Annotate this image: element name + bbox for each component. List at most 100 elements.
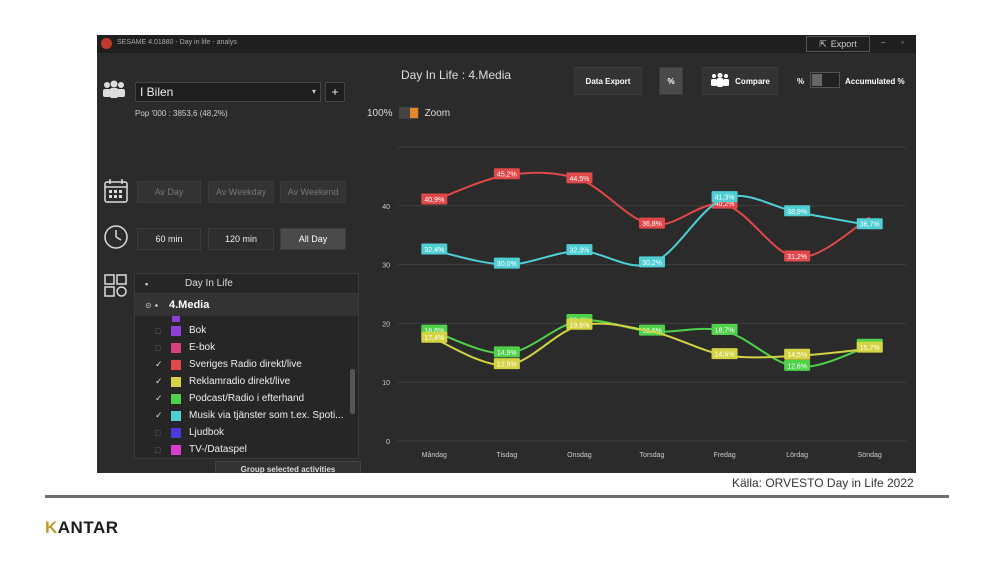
data-label-bg (493, 358, 520, 370)
maximize-button[interactable]: ▫ (901, 38, 904, 47)
60-min-button[interactable]: 60 min (137, 228, 201, 250)
data-label: 44,5% (569, 176, 589, 183)
tree-group-media[interactable]: ⊙ ▪ 4.Media (135, 294, 358, 316)
data-label: 30,0% (497, 261, 517, 268)
checkbox-icon[interactable]: □ (155, 342, 161, 353)
tree-item-label: E-bok (189, 342, 216, 353)
target-group-value: I Bilen (140, 85, 174, 99)
percent-button[interactable]: % (659, 67, 683, 95)
title-bar: SESAME 4.01880 - Day in life - analys ⇱ … (97, 35, 916, 53)
target-group-select[interactable]: I Bilen ▾ (135, 82, 321, 102)
minimize-button[interactable]: – (881, 38, 886, 47)
data-label-bg (421, 331, 448, 343)
checked-checkbox-icon[interactable]: ✓ (155, 410, 163, 420)
checkbox-icon[interactable]: ▪ (155, 300, 158, 310)
tree-scrollbar[interactable] (350, 369, 355, 414)
data-label-bg (784, 348, 811, 360)
data-label: 31,2% (787, 254, 807, 261)
color-swatch (171, 393, 181, 404)
data-label-bg (421, 193, 448, 205)
x-tick-label: Lördag (786, 452, 808, 459)
y-tick-label: 20 (382, 321, 390, 328)
population-text: Pop '000 : 3853,6 (48,2%) (135, 109, 228, 118)
activity-tree-icon (103, 273, 129, 304)
tree-group-label: 4.Media (169, 299, 210, 311)
data-label: 40,2% (715, 201, 735, 208)
toggle-knob (812, 74, 822, 86)
checkbox-icon[interactable]: ▪ (145, 278, 149, 289)
checked-checkbox-icon[interactable]: ✓ (155, 359, 163, 369)
tree-header-label: Day In Life (185, 278, 233, 289)
tree-item[interactable]: ✓ Podcast/Radio i efterhand (135, 390, 358, 407)
checkbox-icon[interactable]: □ (155, 325, 161, 336)
data-label-bg (421, 243, 448, 255)
y-tick-label: 10 (382, 380, 390, 387)
left-panel: I Bilen ▾ + Pop '000 : 3853,6 (48,2%) Av… (97, 53, 365, 473)
data-label: 14,5% (787, 352, 807, 359)
data-label-bg (856, 218, 883, 230)
x-tick-label: Tisdag (496, 452, 517, 459)
checkbox-icon[interactable]: □ (155, 427, 161, 438)
tree-item[interactable]: ✓ Reklamradio direkt/live (135, 373, 358, 390)
data-label: 12,6% (787, 363, 807, 370)
collapse-icon[interactable]: ⊙ (145, 300, 152, 310)
checked-checkbox-icon[interactable]: ✓ (155, 393, 163, 403)
data-label-bg (493, 346, 520, 358)
line-chart: 0 10 20 30 40 Måndag Tisdag Onsdag Torsdag Fredag… (382, 146, 906, 459)
120-min-button[interactable]: 120 min (208, 228, 274, 250)
y-tick-label: 0 (386, 439, 390, 446)
av-day-button[interactable]: Av Day (137, 181, 201, 203)
all-day-button[interactable]: All Day (280, 228, 346, 250)
color-swatch (171, 410, 181, 421)
data-label: 30,2% (642, 260, 662, 267)
data-label: 12,9% (497, 362, 517, 369)
tree-item-label: Bok (189, 325, 207, 336)
y-tick-label: 30 (382, 263, 390, 270)
checked-checkbox-icon[interactable]: ✓ (155, 376, 163, 386)
chart-title: Day In Life : 4.Media (401, 68, 512, 82)
tree-item[interactable]: □ Bok (135, 322, 358, 339)
data-label: 36,7% (860, 222, 880, 229)
data-label-bg (711, 191, 738, 203)
data-label-bg (856, 341, 883, 353)
accumulated-toggle[interactable] (810, 72, 840, 88)
data-label-bg (493, 168, 520, 180)
av-weekday-button[interactable]: Av Weekday (208, 181, 274, 203)
tree-item[interactable]: □ TV-/Dataspel (135, 441, 358, 458)
chart-area: 0 10 20 30 40 Måndag Tisdag Onsdag Torsdag Fredag… (368, 127, 916, 473)
export-label: Export (830, 39, 857, 49)
data-label-bg (639, 256, 665, 268)
data-label-bg (639, 217, 665, 229)
data-label: 32,3% (569, 248, 589, 255)
data-label: 41,3% (715, 195, 735, 202)
app-window: SESAME 4.01880 - Day in life - analys ⇱ … (97, 35, 916, 473)
zoom-row: 100% Zoom (367, 107, 450, 119)
tree-item[interactable]: □ Ljudbok (135, 424, 358, 441)
data-export-button[interactable]: Data Export (574, 67, 642, 95)
add-target-group-button[interactable]: + (325, 82, 345, 102)
data-label-bg (566, 172, 593, 184)
percent-label: % (797, 77, 805, 86)
group-activities-button[interactable]: Group selected activities (215, 461, 361, 473)
divider (45, 495, 949, 498)
av-weekend-button[interactable]: Av Weekend (280, 181, 346, 203)
tree-item-label: Musik via tjänster som t.ex. Spoti... (189, 410, 344, 421)
y-tick-label: 40 (382, 204, 390, 211)
data-label-bg (566, 318, 593, 330)
tree-item[interactable]: □ E-bok (135, 339, 358, 356)
tree-item[interactable]: ✓ Musik via tjänster som t.ex. Spoti... (135, 407, 358, 424)
color-swatch (171, 444, 181, 455)
checkbox-icon[interactable]: □ (155, 444, 161, 455)
window-title: SESAME 4.01880 - Day in life - analys (117, 39, 237, 46)
zoom-label: Zoom (424, 107, 451, 119)
data-label: 15,7% (860, 345, 880, 352)
data-label: 14,6% (715, 352, 735, 359)
compare-button[interactable]: Compare (702, 67, 778, 95)
color-swatch (171, 427, 181, 438)
tree-item[interactable]: ✓ Sveriges Radio direkt/live (135, 356, 358, 373)
export-button[interactable]: ⇱ Export (806, 36, 870, 52)
kantar-logo: KANTAR (45, 518, 119, 537)
color-swatch (171, 359, 181, 370)
x-tick-label: Onsdag (567, 452, 592, 459)
zoom-toggle[interactable] (398, 107, 419, 119)
